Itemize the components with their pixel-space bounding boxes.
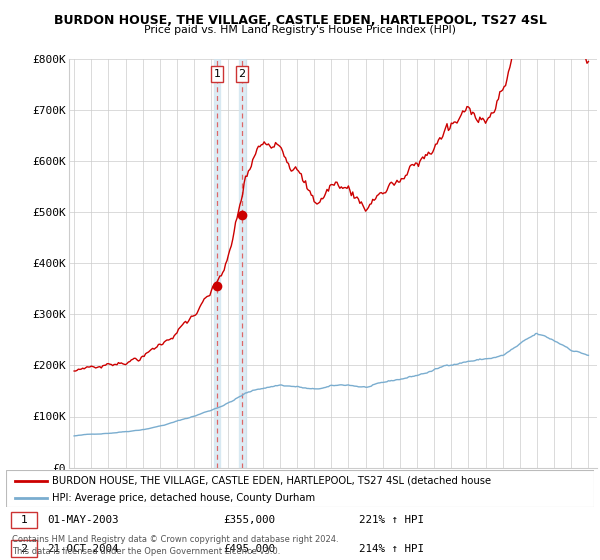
Text: BURDON HOUSE, THE VILLAGE, CASTLE EDEN, HARTLEPOOL, TS27 4SL: BURDON HOUSE, THE VILLAGE, CASTLE EDEN, … (53, 14, 547, 27)
Text: 1: 1 (214, 69, 220, 79)
Bar (214, 59, 220, 468)
Text: HPI: Average price, detached house, County Durham: HPI: Average price, detached house, Coun… (52, 493, 315, 503)
Text: 214% ↑ HPI: 214% ↑ HPI (359, 544, 424, 554)
Text: £355,000: £355,000 (224, 515, 275, 525)
Text: £495,000: £495,000 (224, 544, 275, 554)
Text: 2: 2 (239, 69, 246, 79)
Bar (11, 540, 37, 557)
Text: 2: 2 (20, 544, 28, 554)
Text: 1: 1 (20, 515, 28, 525)
Text: 01-MAY-2003: 01-MAY-2003 (47, 515, 119, 525)
Text: BURDON HOUSE, THE VILLAGE, CASTLE EDEN, HARTLEPOOL, TS27 4SL (detached house: BURDON HOUSE, THE VILLAGE, CASTLE EDEN, … (52, 475, 491, 486)
Bar (239, 59, 245, 468)
Text: 21-OCT-2004: 21-OCT-2004 (47, 544, 119, 554)
Text: Contains HM Land Registry data © Crown copyright and database right 2024.
This d: Contains HM Land Registry data © Crown c… (12, 535, 338, 556)
Bar (11, 512, 37, 528)
Text: Price paid vs. HM Land Registry's House Price Index (HPI): Price paid vs. HM Land Registry's House … (144, 25, 456, 35)
Text: 221% ↑ HPI: 221% ↑ HPI (359, 515, 424, 525)
